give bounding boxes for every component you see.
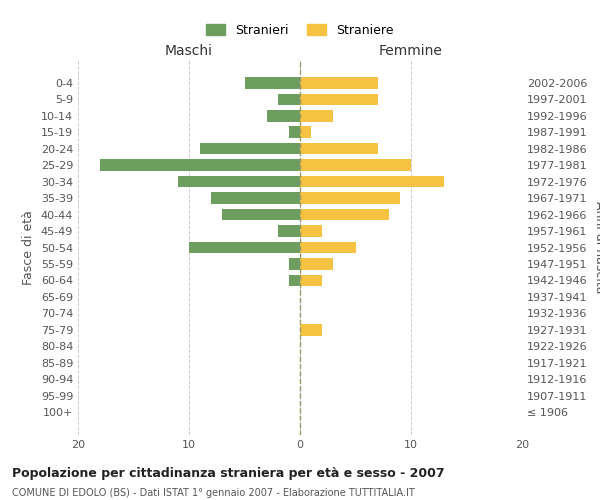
Text: Femmine: Femmine (379, 44, 443, 58)
Bar (300, 77, 378, 88)
Bar (300, 192, 400, 204)
Bar (300, 242, 355, 254)
Y-axis label: Fasce di età: Fasce di età (22, 210, 35, 285)
Bar (300, 94, 378, 105)
Bar (300, 143, 378, 154)
Bar (300, 258, 334, 270)
Bar (300, 126, 311, 138)
Bar (300, 209, 389, 220)
Bar (222, 209, 300, 220)
Y-axis label: Anni di nascita: Anni di nascita (593, 201, 600, 294)
Bar (278, 94, 300, 105)
Bar (289, 126, 300, 138)
Bar (189, 242, 300, 254)
Text: Maschi: Maschi (165, 44, 213, 58)
Bar (289, 258, 300, 270)
Bar (300, 324, 322, 336)
Bar (245, 77, 300, 88)
Bar (300, 160, 411, 171)
Bar (100, 160, 300, 171)
Text: Popolazione per cittadinanza straniera per età e sesso - 2007: Popolazione per cittadinanza straniera p… (12, 468, 445, 480)
Bar (300, 226, 322, 237)
Bar (289, 274, 300, 286)
Bar (211, 192, 300, 204)
Bar (300, 110, 334, 122)
Text: COMUNE DI EDOLO (BS) - Dati ISTAT 1° gennaio 2007 - Elaborazione TUTTITALIA.IT: COMUNE DI EDOLO (BS) - Dati ISTAT 1° gen… (12, 488, 415, 498)
Bar (300, 176, 444, 188)
Bar (278, 226, 300, 237)
Bar (266, 110, 300, 122)
Legend: Stranieri, Straniere: Stranieri, Straniere (200, 18, 400, 43)
Bar (300, 274, 322, 286)
Bar (200, 143, 300, 154)
Bar (178, 176, 300, 188)
